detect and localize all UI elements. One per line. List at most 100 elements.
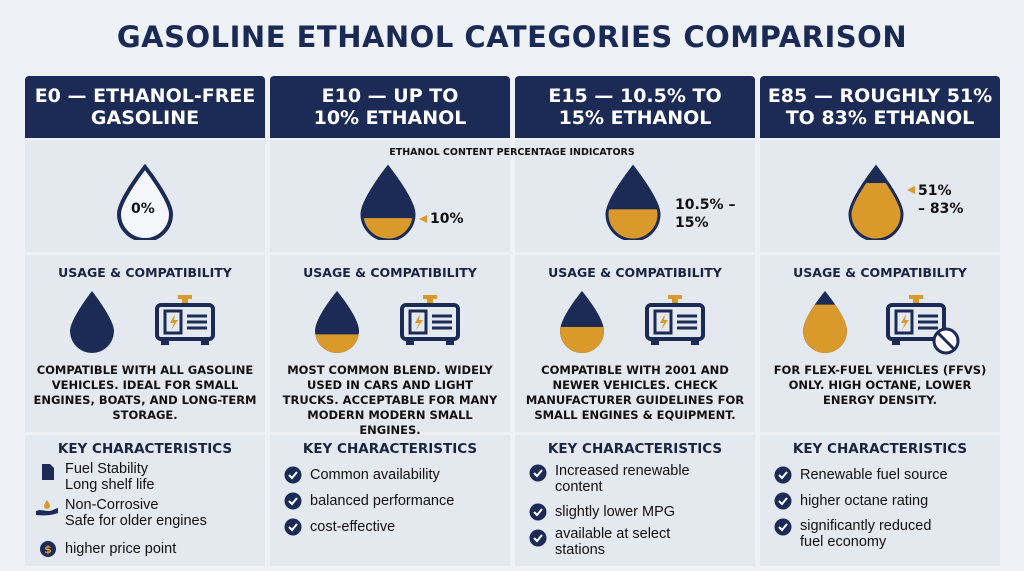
indicator-panel: 51% – 83% xyxy=(760,140,1000,252)
percent-label: 10.5% – 15% xyxy=(675,196,735,232)
key-item: Renewable fuel source xyxy=(800,467,948,483)
key-item-line: cost-effective xyxy=(310,519,396,535)
page-title: GASOLINE ETHANOL CATEGORIES COMPARISON xyxy=(116,20,908,54)
generator-icon xyxy=(886,295,960,355)
key-item-line: content xyxy=(555,479,603,495)
ethanol-fill-level xyxy=(560,326,604,353)
ethanol-fill-level xyxy=(803,304,847,353)
key-item-line: stations xyxy=(555,542,605,558)
key-item-line: higher octane rating xyxy=(800,493,929,509)
key-item-line: Safe for older engines xyxy=(65,513,207,529)
usage-title: USAGE & COMPATIBILITY xyxy=(303,265,477,280)
key-item: balanced performance xyxy=(310,493,454,509)
key-item-line: Renewable fuel source xyxy=(800,467,948,483)
check-icon xyxy=(284,518,302,536)
column-e10: E10 — UP TO 10% ETHANOL 10% USAGE & COMPA… xyxy=(270,76,510,566)
header-line: 10% ETHANOL xyxy=(313,107,467,129)
check-icon xyxy=(774,492,792,510)
check-icon xyxy=(284,492,302,510)
key-item: available at select stations xyxy=(555,526,670,558)
key-item: slightly lower MPG xyxy=(555,504,675,520)
key-item: higher price point xyxy=(65,541,176,557)
document-icon xyxy=(42,464,54,480)
fuel-drop-icon xyxy=(70,291,114,353)
key-item-line: significantly reduced xyxy=(800,518,932,534)
pointer-arrow-icon xyxy=(907,186,915,194)
header-line: E10 — UP TO xyxy=(321,85,459,107)
check-icon xyxy=(529,464,547,482)
fuel-drop-icon xyxy=(848,164,904,240)
check-icon xyxy=(774,466,792,484)
key-item-line: Common availability xyxy=(310,467,440,483)
column-e15: E15 — 10.5% TO 15% ETHANOL 10.5% – 15% USA… xyxy=(515,76,755,566)
header-line: TO 83% ETHANOL xyxy=(785,107,975,129)
ethanol-fill-level xyxy=(315,334,359,353)
pointer-arrow-icon xyxy=(419,215,427,223)
check-icon xyxy=(774,518,792,536)
key-item-line: higher price point xyxy=(65,541,177,557)
percent-label: 51% – 83% xyxy=(918,182,963,218)
svg-text:$: $ xyxy=(44,543,52,556)
key-item: Non-Corrosive Safe for older engines xyxy=(65,497,207,529)
key-title: KEY CHARACTERISTICS xyxy=(792,441,968,457)
usage-panel: USAGE & COMPATIBILITY FOR FLEX-FUEL VEHI… xyxy=(760,255,1000,432)
key-item-line: Non-Corrosive xyxy=(65,497,159,513)
key-item-line: fuel economy xyxy=(800,534,887,550)
header-line: E0 — ETHANOL-FREE xyxy=(34,85,256,107)
key-title: KEY CHARACTERISTICS xyxy=(302,441,478,457)
column-header: E10 — UP TO 10% ETHANOL xyxy=(270,76,510,138)
usage-title: USAGE & COMPATIBILITY xyxy=(548,265,722,280)
usage-title: USAGE & COMPATIBILITY xyxy=(793,265,967,280)
percent-label: 0% xyxy=(131,201,155,217)
percent-label-line: 10.5% – xyxy=(675,197,736,213)
percent-label: 10% xyxy=(430,211,464,227)
header-line: E15 — 10.5% TO xyxy=(548,85,722,107)
column-e0: E0 — ETHANOL-FREE GASOLINE 0% USAGE & COM… xyxy=(25,76,265,566)
ethanol-fill-level xyxy=(362,218,414,240)
usage-title: USAGE & COMPATIBILITY xyxy=(58,265,232,280)
key-title: KEY CHARACTERISTICS xyxy=(547,441,723,457)
column-e85: E85 — ROUGHLY 51% TO 83% ETHANOL 51% – 83%… xyxy=(760,76,1000,566)
fuel-drop-icon xyxy=(560,291,604,353)
generator-icon xyxy=(645,295,705,345)
usage-panel: USAGE & COMPATIBILITY COMPATIBLE WITH AL… xyxy=(25,255,265,432)
key-item-line: balanced performance xyxy=(310,493,455,509)
indicators-title: ETHANOL CONTENT PERCENTAGE INDICATORS xyxy=(389,147,635,158)
key-item: Common availability xyxy=(310,467,440,483)
fuel-drop-icon xyxy=(605,164,661,240)
key-item: Fuel Stability Long shelf life xyxy=(65,461,154,493)
fuel-drop-icon xyxy=(360,164,416,240)
check-icon xyxy=(284,466,302,484)
usage-text: MOST COMMON BLEND. WIDELY USED IN CARS A… xyxy=(282,363,498,437)
indicator-panel: 10% xyxy=(270,140,510,252)
usage-panel: USAGE & COMPATIBILITY MOST COMMON BLEND.… xyxy=(270,255,510,437)
key-item-line: available at select xyxy=(555,526,671,542)
check-icon xyxy=(529,503,547,521)
fuel-drop-icon xyxy=(315,291,359,353)
usage-text: COMPATIBLE WITH 2001 AND NEWER VEHICLES.… xyxy=(525,363,745,422)
key-item-line: slightly lower MPG xyxy=(555,504,676,520)
header-line: 15% ETHANOL xyxy=(558,107,712,129)
column-header: E15 — 10.5% TO 15% ETHANOL xyxy=(515,76,755,138)
key-item: Increased renewable content xyxy=(555,463,690,495)
header-line: GASOLINE xyxy=(90,107,200,129)
indicator-panel: 10.5% – 15% xyxy=(515,140,755,252)
key-characteristics-panel: KEY CHARACTERISTICS Increased renewable c… xyxy=(515,435,755,566)
usage-text: FOR FLEX-FUEL VEHICLES (FFVs) ONLY. HIGH… xyxy=(773,363,987,407)
header-line: E85 — ROUGHLY 51% xyxy=(767,85,993,107)
key-title: KEY CHARACTERISTICS xyxy=(57,441,233,457)
key-item-line: Long shelf life xyxy=(65,477,155,493)
usage-panel: USAGE & COMPATIBILITY COMPATIBLE WITH 20… xyxy=(515,255,755,432)
fuel-drop-icon xyxy=(116,164,174,240)
generator-icon xyxy=(400,295,460,345)
generator-icon xyxy=(155,295,215,345)
percent-label-line: – 83% xyxy=(918,201,964,217)
usage-text: COMPATIBLE WITH ALL GASOLINE VEHICLES. I… xyxy=(33,363,257,422)
percent-label-line: 15% xyxy=(675,215,709,231)
key-item-line: Fuel Stability xyxy=(65,461,149,477)
key-characteristics-panel: KEY CHARACTERISTICS Renewable fuel sourc… xyxy=(760,435,1000,566)
hand-water-icon xyxy=(36,500,58,516)
key-item-line: Increased renewable xyxy=(555,463,690,479)
check-icon xyxy=(529,529,547,547)
percent-label-line: 51% xyxy=(918,183,952,199)
